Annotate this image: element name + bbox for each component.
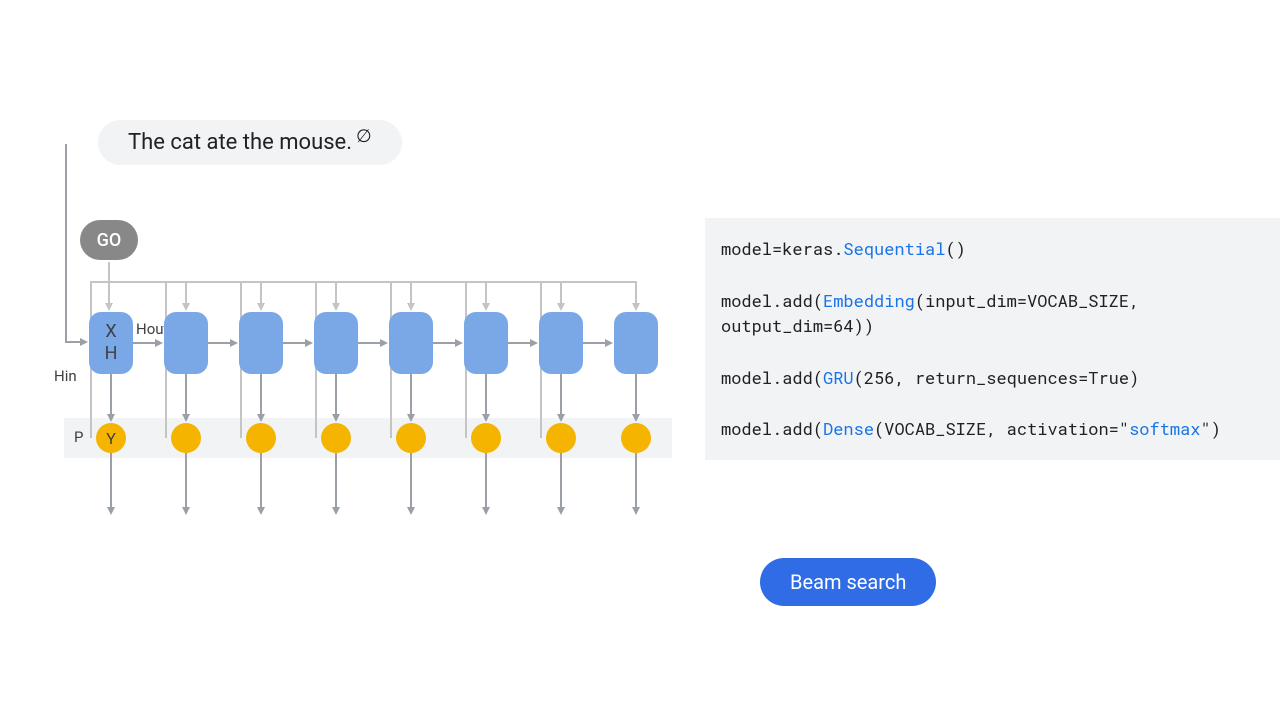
rnn-cell-label: X — [105, 321, 116, 343]
output-node — [621, 423, 651, 453]
code-text: (256, return_sequences=True) — [854, 366, 1140, 389]
rnn-cell — [539, 312, 583, 374]
rnn-cell — [164, 312, 208, 374]
code-keyword: Embedding — [823, 289, 915, 312]
code-text: model.add( — [721, 366, 823, 389]
beam-search-label: Beam search — [790, 570, 906, 594]
code-panel: model=keras.Sequential()model.add(Embedd… — [705, 218, 1280, 460]
rnn-cell — [389, 312, 433, 374]
rnn-cell — [464, 312, 508, 374]
output-node — [546, 423, 576, 453]
code-keyword: softmax — [1129, 417, 1200, 440]
rnn-cell — [614, 312, 658, 374]
code-line: model.add(Dense(VOCAB_SIZE, activation="… — [721, 416, 1269, 442]
code-text: ") — [1201, 417, 1221, 440]
rnn-cell: XH — [89, 312, 133, 374]
output-node — [171, 423, 201, 453]
output-node: Y — [96, 423, 126, 453]
code-line: model.add(Embedding(input_dim=VOCAB_SIZE… — [721, 288, 1269, 339]
output-node — [246, 423, 276, 453]
rnn-cell-label: H — [105, 343, 118, 365]
code-line: model=keras.Sequential() — [721, 236, 1269, 262]
code-keyword: Dense — [823, 417, 874, 440]
code-keyword: Sequential — [843, 237, 945, 260]
code-text: model.add( — [721, 417, 823, 440]
rnn-cell — [239, 312, 283, 374]
rnn-cell — [314, 312, 358, 374]
code-keyword: GRU — [823, 366, 854, 389]
code-text: model=keras. — [721, 237, 843, 260]
output-node — [396, 423, 426, 453]
code-text: (VOCAB_SIZE, activation=" — [874, 417, 1129, 440]
rnn-arrows-svg — [0, 0, 700, 560]
code-text: model.add( — [721, 289, 823, 312]
beam-search-button[interactable]: Beam search — [760, 558, 936, 606]
code-line: model.add(GRU(256, return_sequences=True… — [721, 365, 1269, 391]
output-node — [471, 423, 501, 453]
output-node — [321, 423, 351, 453]
code-text: () — [945, 237, 965, 260]
